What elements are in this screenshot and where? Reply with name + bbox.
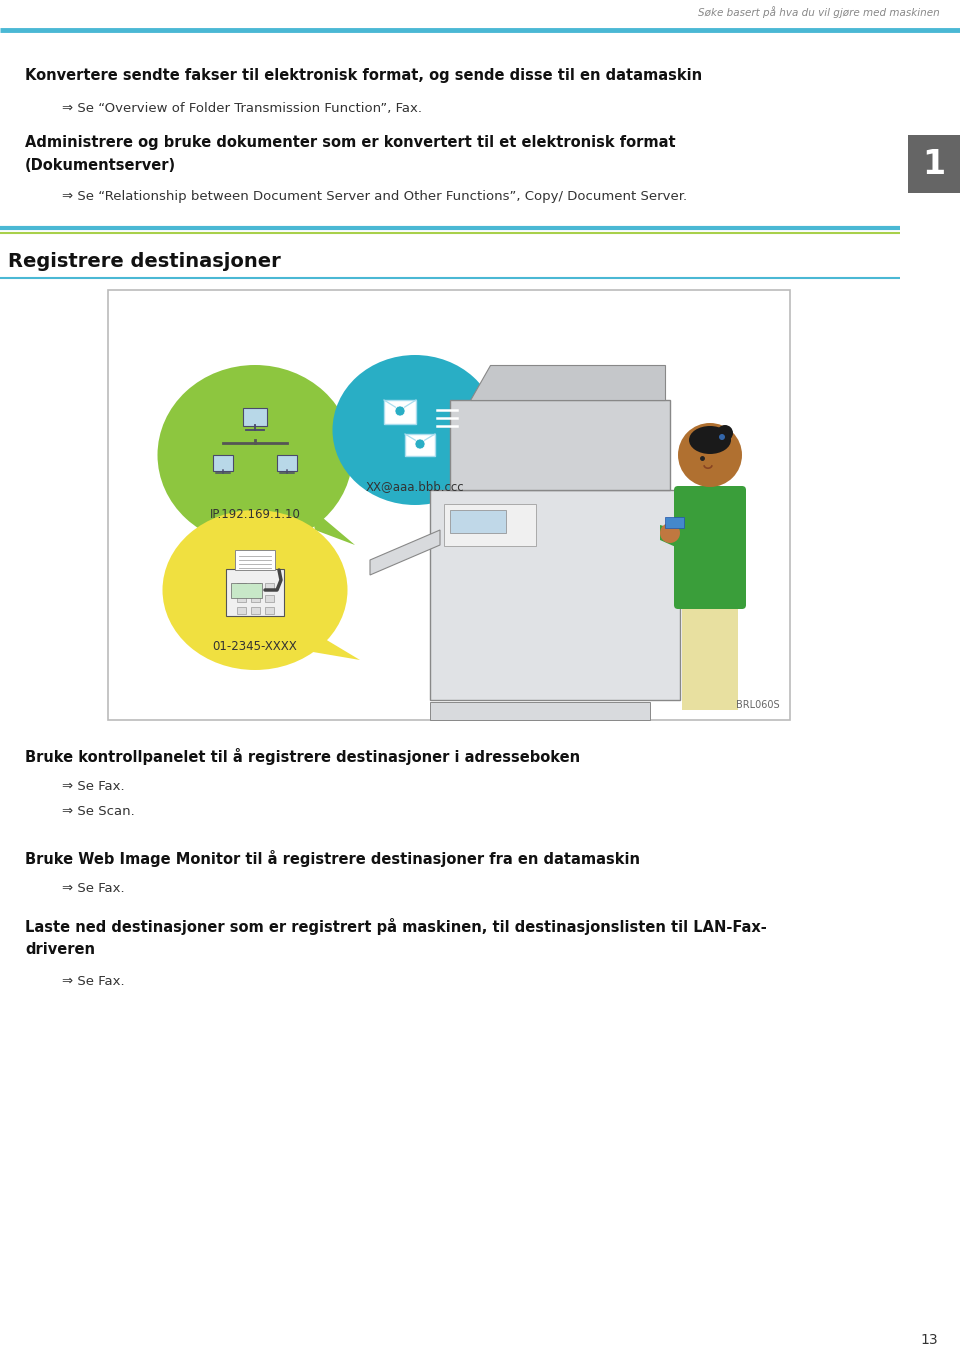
Text: BRL060S: BRL060S: [736, 700, 780, 710]
Text: ⇒ Se Scan.: ⇒ Se Scan.: [62, 805, 134, 818]
FancyBboxPatch shape: [664, 516, 684, 527]
FancyBboxPatch shape: [236, 583, 246, 590]
FancyBboxPatch shape: [265, 583, 274, 590]
FancyBboxPatch shape: [265, 606, 274, 613]
Text: ⇒ Se Fax.: ⇒ Se Fax.: [62, 975, 125, 988]
FancyBboxPatch shape: [251, 583, 259, 590]
Circle shape: [719, 434, 725, 440]
FancyBboxPatch shape: [384, 400, 416, 425]
Polygon shape: [660, 526, 678, 547]
Text: Administrere og bruke dokumenter som er konvertert til et elektronisk format: Administrere og bruke dokumenter som er …: [25, 135, 676, 150]
Polygon shape: [470, 364, 665, 400]
FancyBboxPatch shape: [277, 456, 297, 471]
Text: ⇒ Se “Relationship between Document Server and Other Functions”, Copy/ Document : ⇒ Se “Relationship between Document Serv…: [62, 190, 687, 203]
Polygon shape: [310, 506, 355, 545]
Text: Søke basert på hva du vil gjøre med maskinen: Søke basert på hva du vil gjøre med mask…: [698, 5, 940, 18]
FancyBboxPatch shape: [236, 606, 246, 613]
FancyBboxPatch shape: [674, 486, 746, 609]
FancyBboxPatch shape: [908, 135, 960, 192]
FancyBboxPatch shape: [108, 289, 790, 719]
FancyBboxPatch shape: [251, 595, 259, 602]
Ellipse shape: [162, 511, 348, 670]
Polygon shape: [310, 631, 360, 661]
FancyBboxPatch shape: [450, 400, 670, 490]
Ellipse shape: [332, 355, 497, 505]
FancyBboxPatch shape: [251, 606, 259, 613]
FancyBboxPatch shape: [226, 569, 284, 616]
FancyBboxPatch shape: [430, 702, 650, 719]
Circle shape: [415, 440, 425, 449]
Text: driveren: driveren: [25, 942, 95, 957]
FancyBboxPatch shape: [243, 408, 267, 426]
Text: Konvertere sendte fakser til elektronisk format, og sende disse til en datamaski: Konvertere sendte fakser til elektronisk…: [25, 68, 702, 83]
Ellipse shape: [689, 426, 731, 455]
Text: ⇒ Se Fax.: ⇒ Se Fax.: [62, 779, 125, 793]
Circle shape: [717, 425, 733, 441]
FancyBboxPatch shape: [213, 456, 233, 471]
Text: Laste ned destinasjoner som er registrert på maskinen, til destinasjonslisten ti: Laste ned destinasjoner som er registrer…: [25, 919, 767, 935]
Text: IP.192.169.1.10: IP.192.169.1.10: [209, 509, 300, 521]
Text: Registrere destinasjoner: Registrere destinasjoner: [8, 253, 280, 272]
Circle shape: [660, 523, 680, 543]
FancyBboxPatch shape: [444, 504, 536, 546]
Circle shape: [395, 405, 405, 416]
Text: 01-2345-XXXX: 01-2345-XXXX: [212, 640, 298, 654]
FancyBboxPatch shape: [449, 509, 506, 532]
Text: ⇒ Se “Overview of Folder Transmission Function”, Fax.: ⇒ Se “Overview of Folder Transmission Fu…: [62, 102, 422, 115]
FancyBboxPatch shape: [230, 583, 261, 598]
Circle shape: [678, 423, 742, 487]
Ellipse shape: [157, 364, 352, 545]
FancyBboxPatch shape: [265, 595, 274, 602]
FancyBboxPatch shape: [682, 601, 738, 710]
Text: XX@aaa.bbb.ccc: XX@aaa.bbb.ccc: [366, 480, 465, 494]
Text: 13: 13: [921, 1334, 938, 1347]
FancyBboxPatch shape: [405, 434, 435, 456]
Text: Bruke Web Image Monitor til å registrere destinasjoner fra en datamaskin: Bruke Web Image Monitor til å registrere…: [25, 850, 640, 867]
FancyBboxPatch shape: [235, 550, 275, 571]
Text: 1: 1: [923, 147, 946, 180]
Polygon shape: [370, 530, 440, 575]
Text: Bruke kontrollpanelet til å registrere destinasjoner i adresseboken: Bruke kontrollpanelet til å registrere d…: [25, 748, 580, 764]
Text: ⇒ Se Fax.: ⇒ Se Fax.: [62, 882, 125, 895]
FancyBboxPatch shape: [702, 467, 718, 485]
FancyBboxPatch shape: [430, 490, 680, 700]
Polygon shape: [460, 482, 500, 520]
Text: (Dokumentserver): (Dokumentserver): [25, 158, 176, 173]
FancyBboxPatch shape: [236, 595, 246, 602]
